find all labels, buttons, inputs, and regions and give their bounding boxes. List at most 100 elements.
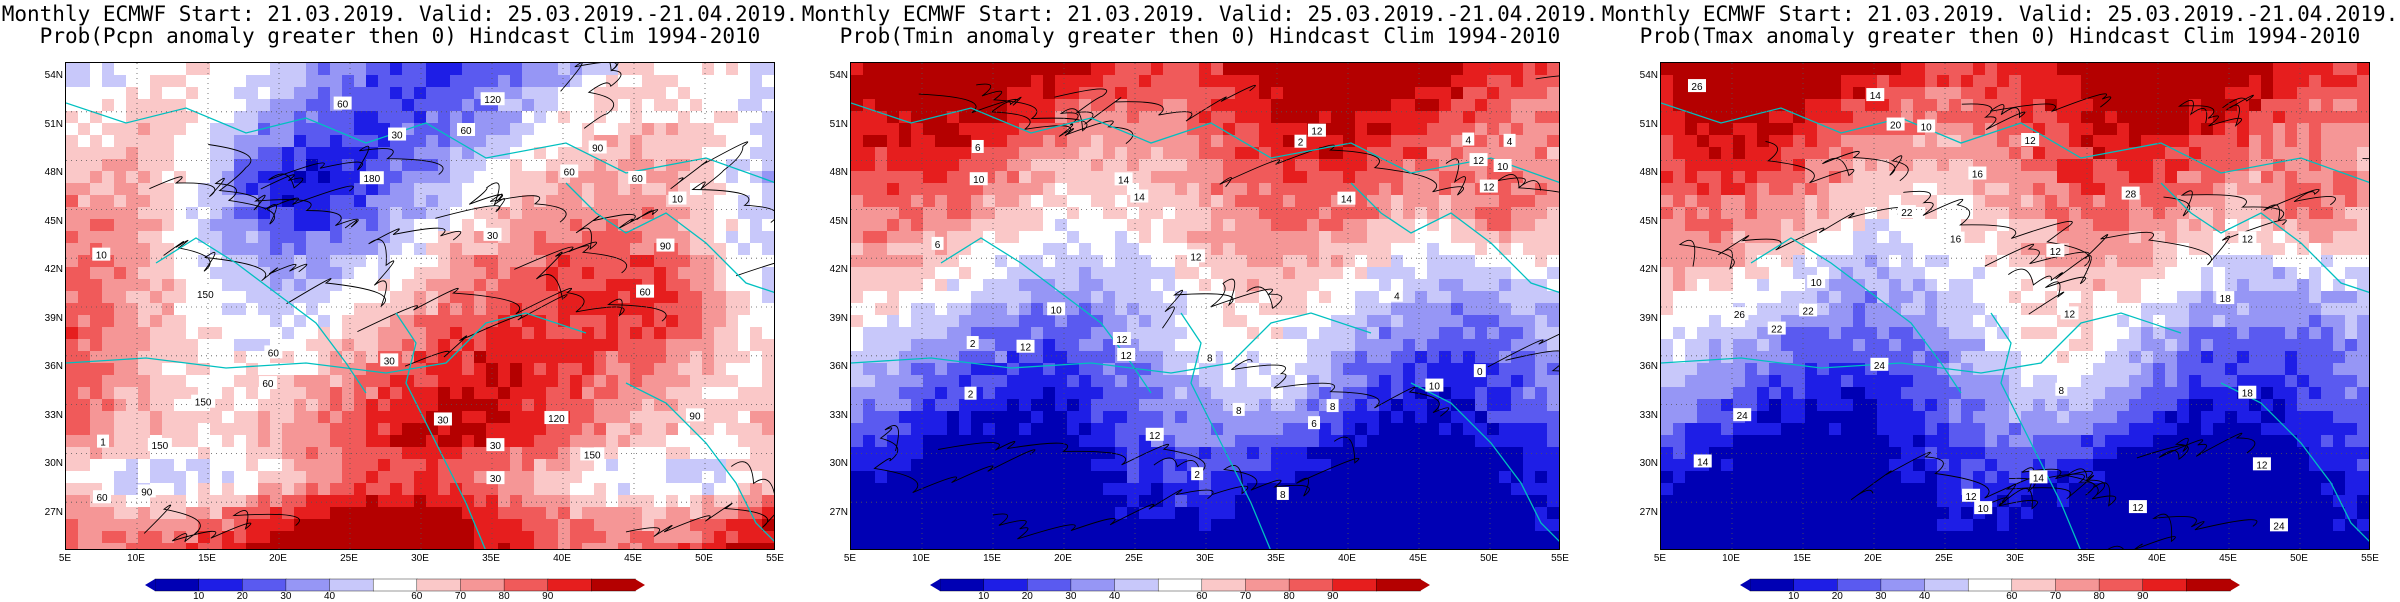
probability-cell — [762, 159, 775, 172]
probability-cell — [1415, 135, 1428, 148]
probability-cell — [510, 87, 523, 100]
probability-cell — [378, 327, 391, 340]
probability-cell — [210, 123, 223, 136]
probability-cell — [1559, 75, 1560, 88]
probability-cell — [450, 495, 463, 508]
probability-cell — [282, 243, 295, 256]
probability-cell — [90, 279, 103, 292]
probability-cell — [1475, 291, 1488, 304]
probability-cell — [1475, 219, 1488, 232]
probability-cell — [246, 471, 259, 484]
probability-cell — [1115, 399, 1128, 412]
probability-cell — [354, 495, 367, 508]
probability-cell — [630, 507, 643, 520]
probability-cell — [318, 435, 331, 448]
probability-cell — [1403, 279, 1416, 292]
probability-cell — [1271, 519, 1284, 532]
probability-cell — [702, 375, 715, 388]
probability-cell — [1283, 219, 1296, 232]
probability-cell — [234, 327, 247, 340]
probability-cell — [558, 135, 571, 148]
probability-cell — [887, 459, 900, 472]
probability-cell — [114, 351, 127, 364]
probability-cell — [318, 519, 331, 532]
probability-cell — [666, 87, 679, 100]
probability-cell — [947, 159, 960, 172]
probability-cell — [462, 87, 475, 100]
probability-cell — [570, 207, 583, 220]
probability-cell — [1043, 147, 1056, 160]
probability-cell — [150, 99, 163, 112]
probability-cell — [102, 231, 115, 244]
probability-cell — [534, 87, 547, 100]
probability-cell — [114, 411, 127, 424]
probability-cell — [1427, 99, 1440, 112]
probability-cell — [342, 435, 355, 448]
probability-cell — [1547, 243, 1560, 256]
probability-cell — [1223, 327, 1236, 340]
probability-cell — [234, 495, 247, 508]
colorbar-swatch — [242, 579, 286, 591]
probability-cell — [726, 375, 739, 388]
probability-cell — [1235, 99, 1248, 112]
probability-cell — [594, 363, 607, 376]
probability-cell — [1367, 219, 1380, 232]
probability-cell — [1547, 411, 1560, 424]
probability-cell — [462, 147, 475, 160]
probability-cell — [594, 99, 607, 112]
probability-cell — [1151, 459, 1164, 472]
probability-cell — [983, 459, 996, 472]
probability-cell — [971, 411, 984, 424]
probability-cell — [678, 495, 691, 508]
probability-cell — [1139, 531, 1152, 544]
probability-cell — [1223, 267, 1236, 280]
probability-cell — [935, 339, 948, 352]
probability-cell — [366, 63, 379, 76]
probability-cell — [1223, 111, 1236, 124]
probability-cell — [750, 531, 763, 544]
probability-cell — [258, 135, 271, 148]
probability-cell — [1523, 375, 1536, 388]
probability-cell — [78, 291, 91, 304]
probability-cell — [1235, 231, 1248, 244]
probability-cell — [582, 267, 595, 280]
probability-cell — [1067, 339, 1080, 352]
probability-cell — [78, 435, 91, 448]
probability-cell — [258, 543, 271, 550]
probability-cell — [366, 519, 379, 532]
probability-cell — [1211, 267, 1224, 280]
probability-cell — [330, 315, 343, 328]
probability-cell — [1163, 195, 1176, 208]
probability-cell — [887, 267, 900, 280]
probability-cell — [666, 339, 679, 352]
probability-cell — [923, 135, 936, 148]
probability-cell — [594, 75, 607, 88]
probability-cell — [863, 63, 876, 76]
probability-cell — [1319, 279, 1332, 292]
probability-cell — [995, 423, 1008, 436]
probability-cell — [678, 327, 691, 340]
probability-cell — [875, 123, 888, 136]
probability-cell — [678, 243, 691, 256]
probability-cell — [450, 111, 463, 124]
probability-cell — [1163, 279, 1176, 292]
probability-cell — [474, 111, 487, 124]
probability-cell — [90, 135, 103, 148]
probability-cell — [1223, 315, 1236, 328]
probability-cell — [1199, 63, 1212, 76]
probability-cell — [1487, 387, 1500, 400]
probability-cell — [1235, 243, 1248, 256]
probability-cell — [594, 303, 607, 316]
probability-cell — [1067, 471, 1080, 484]
probability-cell — [1055, 543, 1068, 550]
probability-cell — [1031, 243, 1044, 256]
probability-cell — [462, 375, 475, 388]
probability-cell — [342, 231, 355, 244]
probability-cell — [863, 207, 876, 220]
probability-cell — [246, 363, 259, 376]
probability-cell — [570, 291, 583, 304]
probability-cell — [1043, 231, 1056, 244]
probability-cell — [851, 375, 864, 388]
probability-cell — [1307, 195, 1320, 208]
probability-cell — [1343, 327, 1356, 340]
